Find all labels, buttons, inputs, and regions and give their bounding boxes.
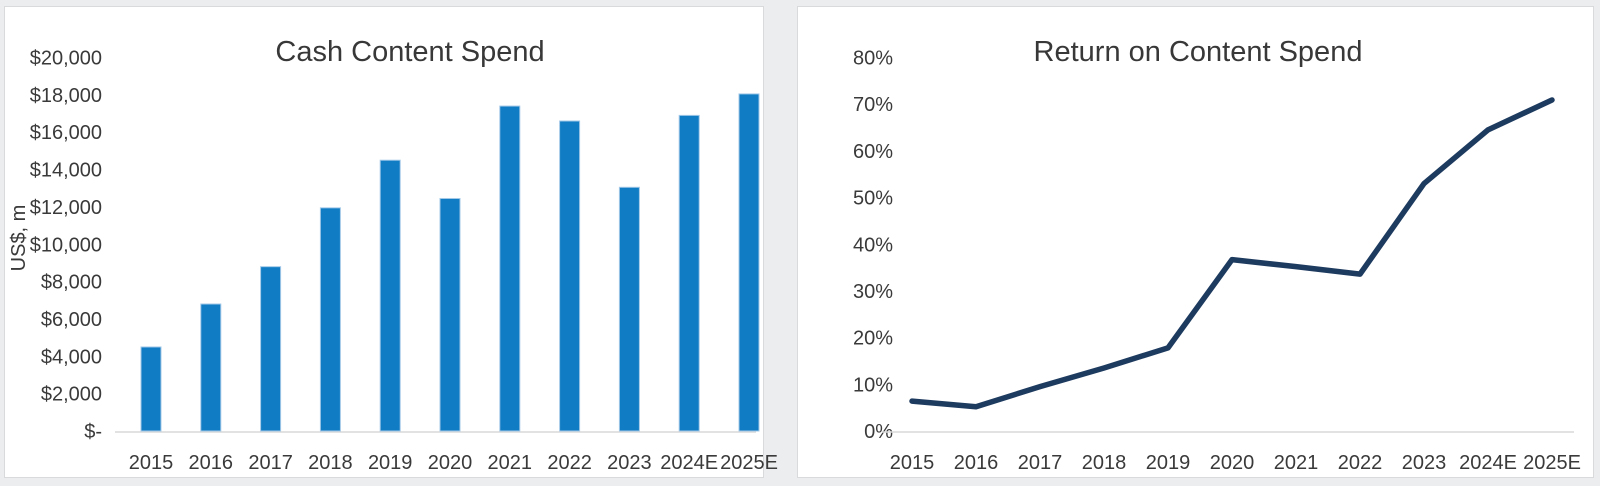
y-tick-label: 70% <box>853 94 893 116</box>
chart-title: Cash Content Spend <box>275 36 544 68</box>
bar-2020 <box>439 197 461 432</box>
y-tick-label: 10% <box>853 374 893 396</box>
y-axis-title: US$, m <box>8 205 30 272</box>
x-tick-label: 2017 <box>248 452 293 474</box>
x-tick-label: 2022 <box>547 452 592 474</box>
y-tick-label: 0% <box>864 421 893 443</box>
y-tick-label: $18,000 <box>30 85 102 107</box>
y-tick-label: 80% <box>853 48 893 70</box>
x-tick-label: 2016 <box>189 452 234 474</box>
x-tick-label: 2020 <box>1210 452 1255 474</box>
bar-2022 <box>559 120 581 432</box>
x-tick-label: 2023 <box>607 452 652 474</box>
cash-content-spend-panel: Cash Content Spend US$, m $- $2,000 $4,000 $6… <box>4 6 778 478</box>
y-tick-label: 50% <box>853 188 893 210</box>
x-tick-label: 2018 <box>1082 452 1127 474</box>
y-tick-label: 20% <box>853 328 893 350</box>
x-tick-label: 2020 <box>428 452 473 474</box>
x-tick-label: 2025E <box>1523 452 1581 474</box>
x-tick-label: 2019 <box>1146 452 1191 474</box>
x-tick-label: 2018 <box>308 452 353 474</box>
x-tick-label: 2021 <box>488 452 533 474</box>
x-tick-label: 2015 <box>890 452 935 474</box>
chart-title: Return on Content Spend <box>1034 36 1363 68</box>
y-tick-label: $12,000 <box>30 197 102 219</box>
bar-2019 <box>379 159 401 432</box>
cash-content-spend-chart: Cash Content Spend US$, m $- $2,000 $4,000 $6… <box>8 36 778 474</box>
x-tick-label: 2023 <box>1402 452 1447 474</box>
x-tick-label: 2024E <box>1459 452 1517 474</box>
y-tick-label: $4,000 <box>41 346 102 368</box>
x-tick-label: 2025E <box>720 452 778 474</box>
trend-line <box>909 97 1555 410</box>
y-tick-label: $- <box>84 421 102 443</box>
y-tick-label: $20,000 <box>30 48 102 70</box>
x-tick-label: 2017 <box>1018 452 1063 474</box>
y-tick-label: $2,000 <box>41 384 102 406</box>
y-tick-label: 60% <box>853 141 893 163</box>
x-tick-label: 2024E <box>660 452 718 474</box>
x-tick-label: 2016 <box>954 452 999 474</box>
y-tick-label: 40% <box>853 234 893 256</box>
y-tick-label: $10,000 <box>30 234 102 256</box>
bar-2023 <box>618 186 640 432</box>
bar-2018 <box>319 207 341 432</box>
return-on-content-spend-panel: Return on Content Spend 0% 10% 20% 30% 40% 50%… <box>797 6 1594 478</box>
bar-2021 <box>499 105 521 432</box>
return-on-content-spend-chart: Return on Content Spend 0% 10% 20% 30% 40% 50%… <box>853 36 1581 474</box>
y-tick-label: $14,000 <box>30 160 102 182</box>
bar-2016 <box>200 303 222 432</box>
y-tick-label: $16,000 <box>30 122 102 144</box>
bar-2015 <box>140 346 162 432</box>
y-tick-label: 30% <box>853 281 893 303</box>
x-tick-label: 2019 <box>368 452 413 474</box>
x-tick-label: 2015 <box>129 452 174 474</box>
x-tick-label: 2022 <box>1338 452 1383 474</box>
x-tick-label: 2021 <box>1274 452 1319 474</box>
y-tick-label: $8,000 <box>41 272 102 294</box>
bar-2024E <box>678 114 700 432</box>
y-tick-label: $6,000 <box>41 309 102 331</box>
bar-2017 <box>260 266 282 432</box>
bar-2025E <box>738 93 760 432</box>
